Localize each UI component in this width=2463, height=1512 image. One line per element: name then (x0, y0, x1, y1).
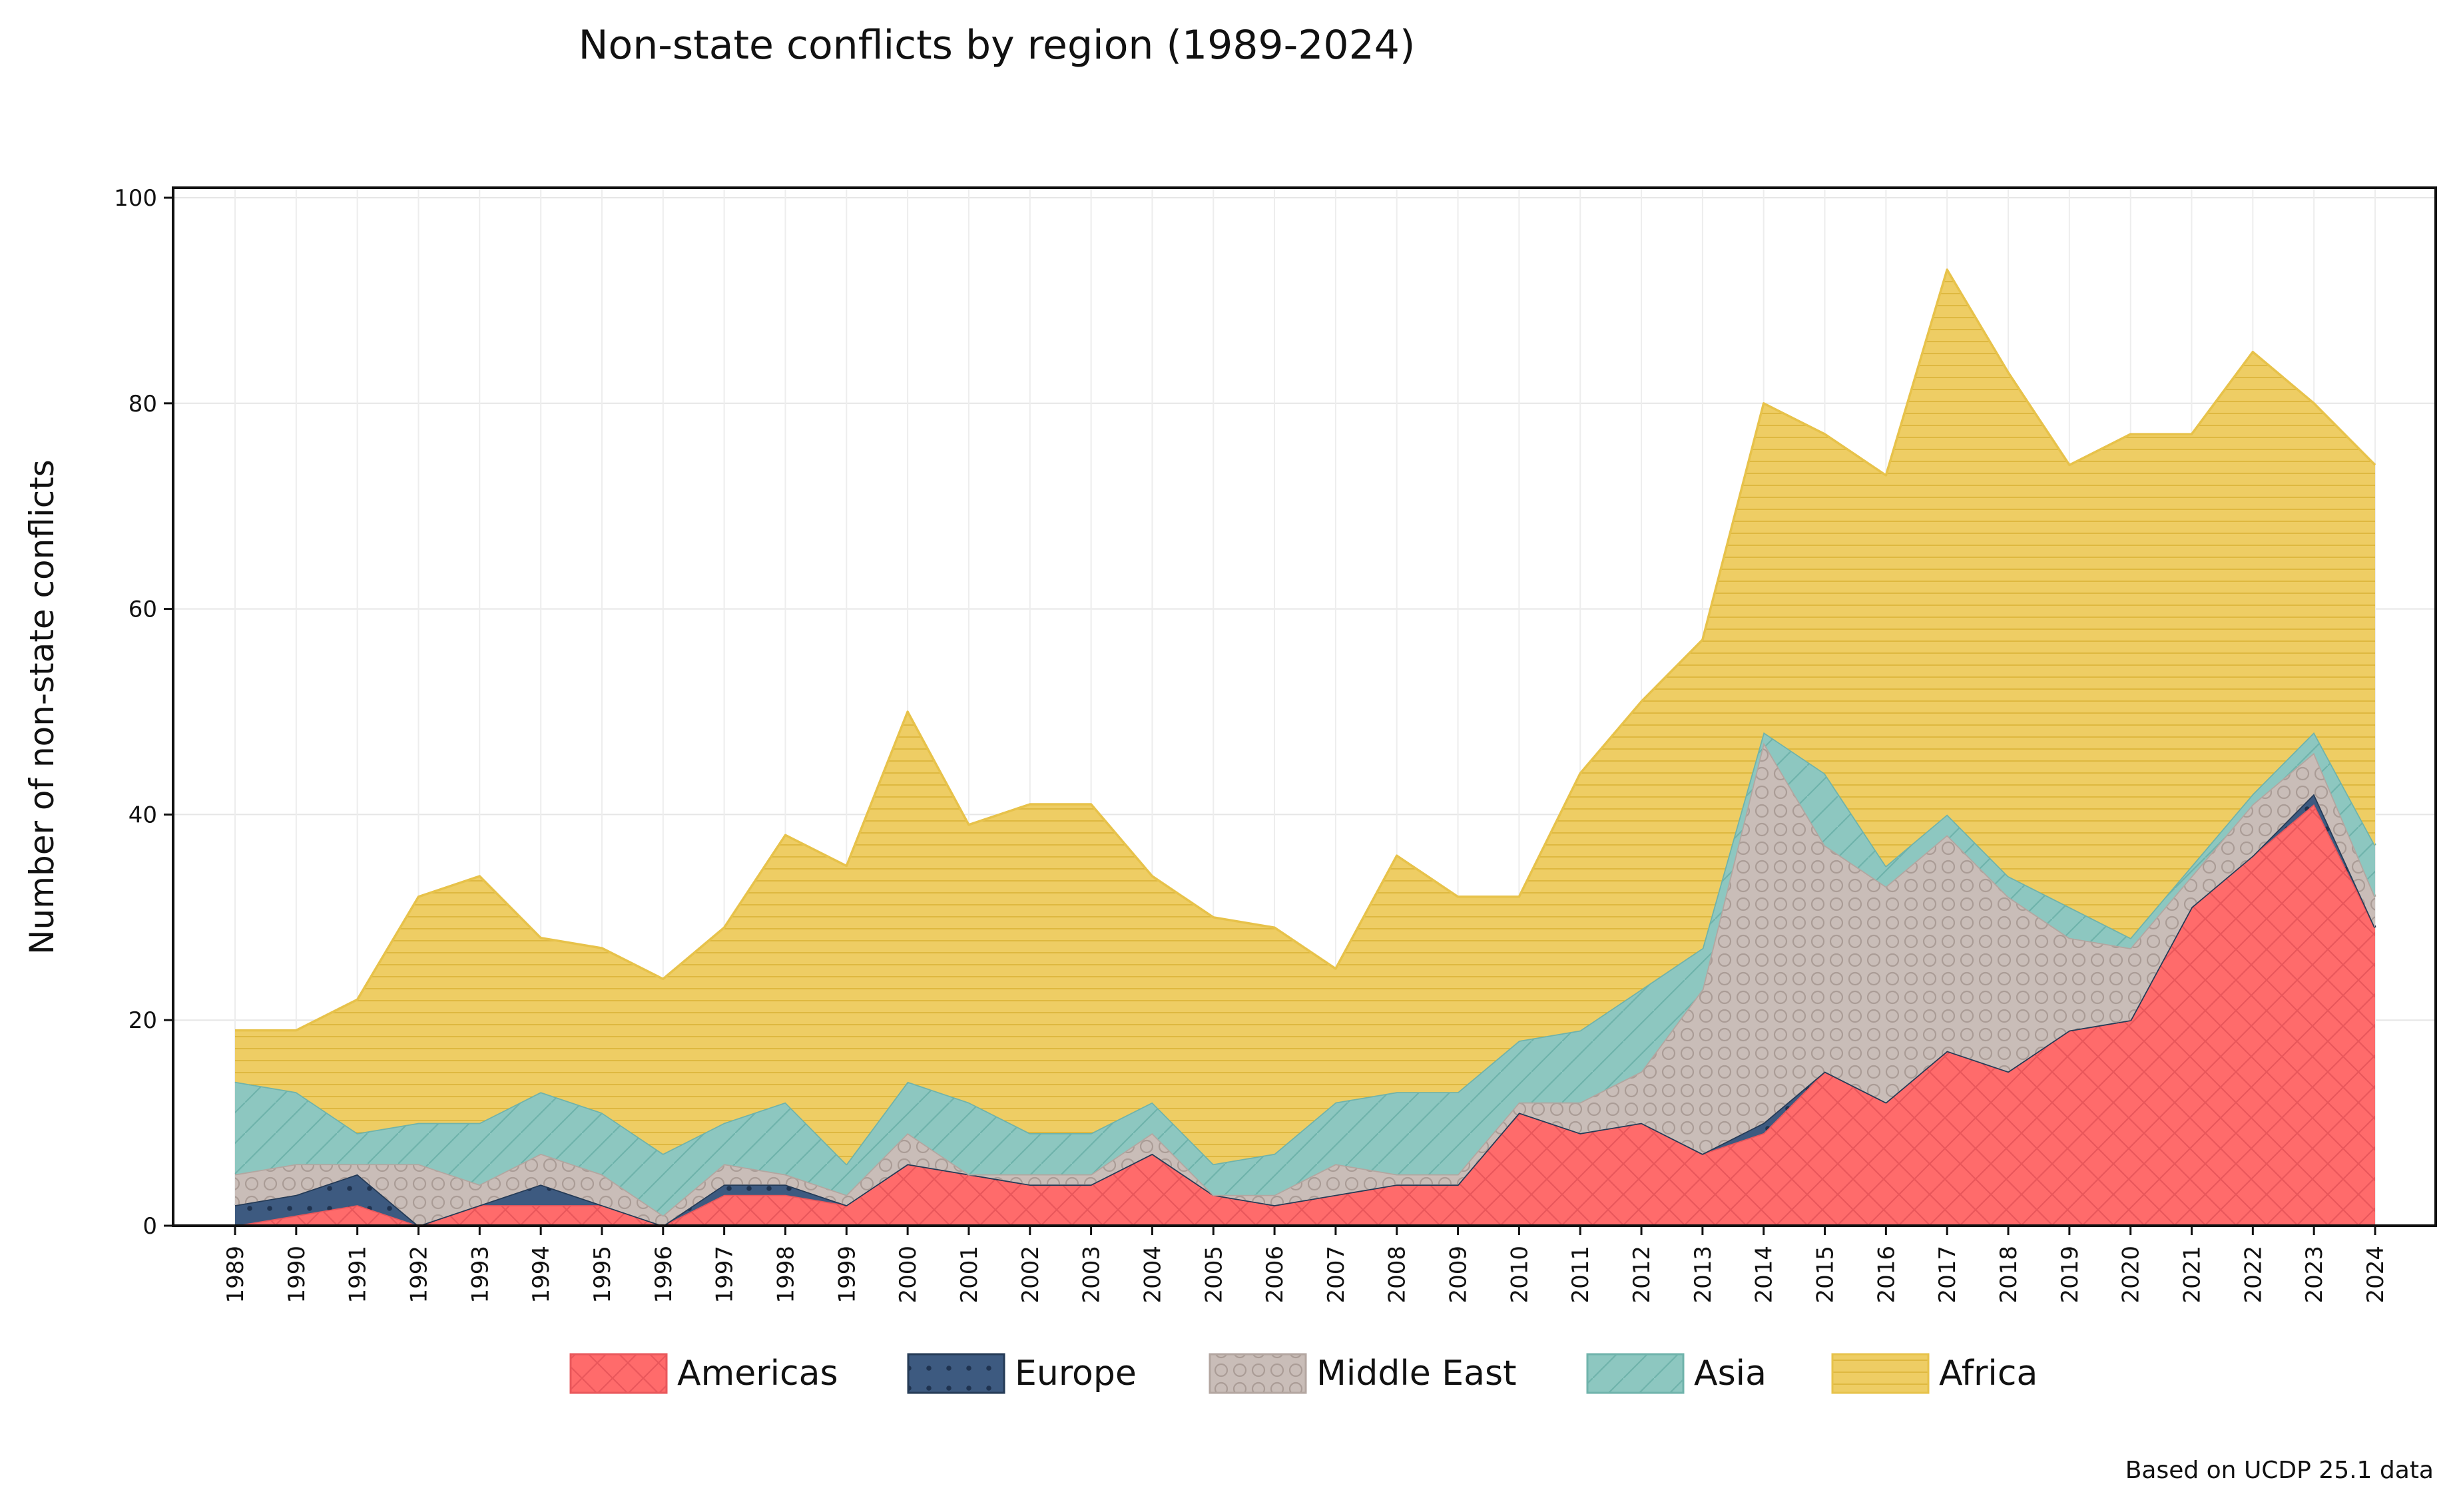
x-tick-label-1990: 1990 (284, 1246, 310, 1304)
y-tick-label-60: 60 (129, 597, 157, 623)
area-pattern-americas (235, 804, 2375, 1226)
series-africa (235, 268, 2376, 1164)
y-tick-label-40: 40 (129, 802, 157, 828)
legend-item-asia: Asia (1586, 1353, 1767, 1394)
legend-item-middle-east: Middle East (1209, 1353, 1517, 1394)
x-tick-label-1994: 1994 (528, 1246, 555, 1304)
legend-swatch-pattern-europe (907, 1353, 1005, 1394)
x-tick-label-2013: 2013 (1690, 1246, 1717, 1304)
x-tick-label-2017: 2017 (1934, 1246, 1961, 1304)
y-axis: 0 20 40 60 80 100 (114, 185, 173, 1240)
x-tick-label-2001: 2001 (956, 1246, 983, 1304)
area-pattern-asia (235, 732, 2375, 1216)
x-tick-label-2000: 2000 (895, 1246, 922, 1304)
legend-item-africa: Africa (1831, 1353, 2038, 1394)
plot-frame (172, 186, 2437, 1227)
legend-item-americas: Americas (569, 1353, 838, 1394)
x-tick-label-1996: 1996 (651, 1246, 677, 1304)
x-tick-label-2008: 2008 (1384, 1246, 1411, 1304)
x-tick-label-2002: 2002 (1017, 1246, 1044, 1304)
x-tick-label-1999: 1999 (834, 1246, 860, 1304)
x-tick-label-2014: 2014 (1751, 1246, 1778, 1304)
x-tick-label-1998: 1998 (773, 1246, 800, 1304)
legend-label-middle-east: Middle East (1316, 1354, 1517, 1393)
x-tick-label-2009: 2009 (1446, 1246, 1472, 1304)
x-tick-label-1993: 1993 (467, 1246, 493, 1304)
x-tick-label-1991: 1991 (345, 1246, 372, 1304)
area-edge-africa (235, 268, 2376, 1032)
y-tick-label-100: 100 (114, 185, 157, 212)
caption: Based on UCDP 25.1 data (2125, 1457, 2434, 1484)
x-tick-label-2022: 2022 (2240, 1246, 2267, 1304)
legend-swatch-pattern-africa (1831, 1353, 1930, 1394)
x-tick-label-1992: 1992 (406, 1246, 433, 1304)
x-tick-label-2019: 2019 (2057, 1246, 2083, 1304)
stacked-areas (234, 268, 2376, 1227)
legend-label-americas: Americas (677, 1354, 838, 1393)
x-tick-label-2018: 2018 (1996, 1246, 2022, 1304)
legend-label-europe: Europe (1015, 1354, 1137, 1393)
y-tick-label-20: 20 (129, 1007, 157, 1034)
x-tick-label-2011: 2011 (1567, 1246, 1594, 1304)
x-tick-label-2005: 2005 (1201, 1246, 1227, 1304)
y-tick-label-80: 80 (129, 391, 157, 417)
legend-label-asia: Asia (1694, 1354, 1767, 1393)
x-tick-label-1997: 1997 (712, 1246, 738, 1304)
y-axis-label: Number of non-state conflicts (23, 459, 61, 955)
area-pattern-africa (235, 270, 2375, 1164)
x-tick-label-2024: 2024 (2362, 1246, 2389, 1304)
legend-item-europe: Europe (907, 1353, 1137, 1394)
x-tick-label-2012: 2012 (1629, 1246, 1655, 1304)
x-tick-label-2016: 2016 (1873, 1246, 1900, 1304)
x-tick-label-2010: 2010 (1506, 1246, 1533, 1304)
x-tick-label-2021: 2021 (2179, 1246, 2206, 1304)
chart-title: Non-state conflicts by region (1989-2024… (579, 22, 1416, 69)
area-pattern-middle-east (235, 742, 2375, 1226)
x-tick-label-2020: 2020 (2118, 1246, 2145, 1304)
legend: Americas Europe Middle East Asia Africa (569, 1353, 2038, 1394)
x-tick-label-1989: 1989 (222, 1246, 249, 1304)
x-tick-label-2004: 2004 (1139, 1246, 1166, 1304)
legend-label-africa: Africa (1939, 1354, 2038, 1393)
legend-swatch-pattern-middle-east (1209, 1353, 1307, 1394)
legend-swatch-pattern-asia (1586, 1353, 1685, 1394)
x-axis: 1989 1990 1991 1992 1993 1994 1995 1996 1997 1998… (222, 1226, 2389, 1304)
legend-swatch-pattern-americas (569, 1353, 668, 1394)
x-tick-label-1995: 1995 (589, 1246, 616, 1304)
x-tick-label-2003: 2003 (1079, 1246, 1105, 1304)
x-tick-label-2023: 2023 (2301, 1246, 2328, 1304)
x-tick-label-2015: 2015 (1812, 1246, 1839, 1304)
x-tick-label-2006: 2006 (1262, 1246, 1288, 1304)
y-tick-label-0: 0 (142, 1213, 157, 1240)
x-tick-label-2007: 2007 (1323, 1246, 1350, 1304)
